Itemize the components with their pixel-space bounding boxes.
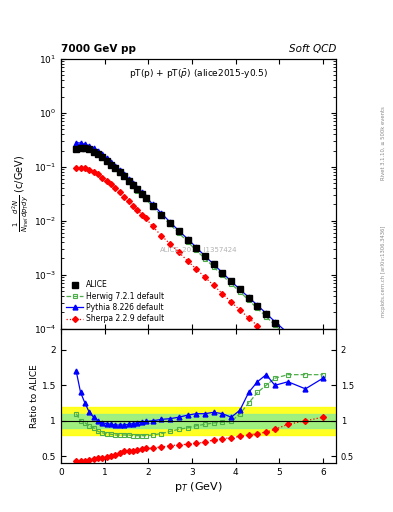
X-axis label: p$_T$ (GeV): p$_T$ (GeV) xyxy=(174,480,223,494)
Text: ALICE_2015_I1357424: ALICE_2015_I1357424 xyxy=(160,246,237,253)
Y-axis label: $\frac{1}{N_{inel}}\frac{d^2N}{dp_{T}dy}$ (c/GeV): $\frac{1}{N_{inel}}\frac{d^2N}{dp_{T}dy}… xyxy=(10,155,31,232)
Text: 7000 GeV pp: 7000 GeV pp xyxy=(61,44,136,54)
Text: pT(p) + pT($\bar{p}$) (alice2015-y0.5): pT(p) + pT($\bar{p}$) (alice2015-y0.5) xyxy=(129,67,268,80)
Text: Soft QCD: Soft QCD xyxy=(288,44,336,54)
Y-axis label: Ratio to ALICE: Ratio to ALICE xyxy=(30,364,39,428)
Text: mcplots.cern.ch [arXiv:1306.3436]: mcplots.cern.ch [arXiv:1306.3436] xyxy=(381,226,386,317)
Text: Rivet 3.1.10, ≥ 500k events: Rivet 3.1.10, ≥ 500k events xyxy=(381,106,386,180)
Legend: ALICE, Herwig 7.2.1 default, Pythia 8.226 default, Sherpa 2.2.9 default: ALICE, Herwig 7.2.1 default, Pythia 8.22… xyxy=(65,279,166,325)
